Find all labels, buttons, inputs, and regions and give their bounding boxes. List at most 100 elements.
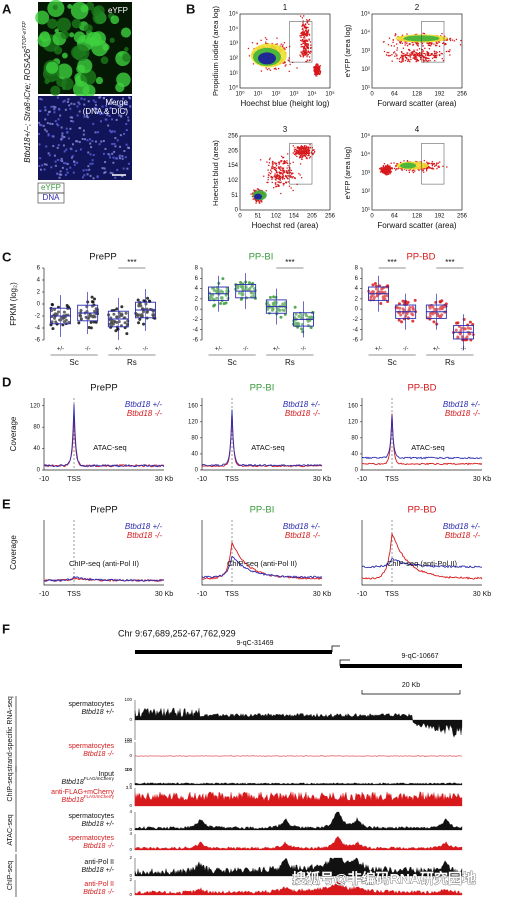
data-dot	[272, 302, 276, 306]
y-tick-label: 160	[348, 403, 359, 409]
event-dot	[256, 188, 259, 190]
event-dot	[437, 162, 439, 164]
event-dot	[282, 167, 285, 169]
image-texture	[45, 61, 59, 74]
event-dot	[260, 39, 262, 41]
event-dot	[430, 43, 433, 45]
y-tick-label: 10⁵	[361, 11, 371, 18]
event-dot	[308, 153, 310, 155]
event-dot	[426, 161, 428, 163]
image-texture	[86, 173, 89, 176]
event-dot	[278, 163, 280, 165]
event-dot	[258, 189, 260, 191]
event-dot	[410, 58, 412, 61]
event-dot	[307, 40, 309, 42]
event-dot	[283, 48, 285, 50]
event-dot	[282, 163, 284, 165]
event-dot	[426, 57, 428, 60]
y-tick-label: -6	[193, 338, 199, 344]
event-dot	[295, 148, 297, 151]
event-dot	[304, 45, 307, 47]
event-dot	[311, 147, 313, 149]
event-dot	[385, 54, 388, 56]
event-dot	[273, 187, 275, 189]
image-texture	[38, 109, 41, 112]
plot-title: PP-BD	[407, 383, 436, 394]
data-dot	[211, 293, 215, 297]
event-dot	[314, 150, 316, 153]
y-tick-label: 154	[228, 163, 239, 169]
event-dot	[281, 178, 284, 180]
image-texture	[121, 155, 124, 158]
event-dot	[404, 55, 406, 57]
data-dot	[371, 290, 375, 294]
event-dot	[380, 169, 382, 171]
event-dot	[315, 67, 317, 69]
track-label: spermatocytes Btbd18 +/-	[68, 813, 114, 828]
event-dot	[304, 54, 307, 56]
event-dot	[426, 53, 428, 55]
image-texture	[56, 158, 59, 161]
event-dot	[305, 52, 307, 54]
image-texture	[96, 111, 99, 114]
image-texture	[47, 152, 50, 155]
event-dot	[406, 41, 408, 43]
image-texture	[80, 97, 83, 100]
data-dot	[381, 295, 385, 299]
event-dot	[428, 54, 430, 57]
data-dot	[401, 299, 405, 303]
event-dot	[447, 50, 450, 52]
event-dot	[312, 149, 314, 151]
event-dot	[302, 20, 304, 22]
event-dot	[297, 146, 300, 148]
event-dot	[307, 50, 310, 52]
data-dot	[115, 307, 119, 311]
data-dot	[142, 322, 146, 326]
y-axis-label: eYFP (area log)	[343, 146, 352, 199]
y-tick-label: 0	[355, 307, 359, 313]
image-texture	[120, 115, 123, 118]
event-dot	[412, 169, 414, 172]
event-dot	[305, 146, 308, 148]
event-dot	[304, 24, 307, 26]
assay-label: ATAC-seq	[411, 443, 444, 452]
track-label-line: Btbd18 -/-	[83, 751, 114, 758]
data-dot	[62, 310, 66, 314]
image-texture	[50, 85, 61, 96]
track-tick-label: 0	[129, 892, 132, 897]
data-dot	[140, 313, 144, 317]
event-dot	[273, 167, 275, 169]
y-tick-label: 0	[355, 468, 359, 474]
data-dot	[463, 327, 467, 331]
plot-number: 2	[415, 3, 420, 12]
event-dot	[306, 43, 308, 45]
event-dot	[406, 52, 409, 54]
legend-label: eYFP	[41, 183, 61, 192]
event-dot	[274, 173, 276, 175]
image-texture	[67, 98, 70, 101]
image-texture	[77, 58, 93, 74]
event-dot	[268, 67, 270, 70]
y-tick-label: 10⁴	[361, 151, 371, 158]
event-dot	[294, 151, 296, 153]
image-texture	[58, 108, 61, 111]
data-dot	[67, 320, 71, 324]
image-texture	[101, 167, 104, 170]
y-tick-label: 256	[228, 134, 239, 140]
image-texture	[73, 103, 76, 106]
x-tick-label: TSS	[225, 476, 239, 483]
event-dot	[418, 169, 420, 172]
data-dot	[93, 297, 97, 301]
event-dot	[303, 30, 305, 33]
data-dot	[267, 303, 271, 307]
event-dot	[449, 39, 452, 42]
event-dot	[301, 52, 303, 54]
event-dot	[308, 51, 310, 53]
event-dot	[274, 169, 277, 172]
cell-type-label: Sc	[387, 358, 396, 367]
event-dot	[436, 42, 439, 45]
image-texture	[98, 143, 101, 146]
data-dot	[213, 303, 217, 307]
event-dot	[389, 169, 391, 171]
event-dot	[393, 162, 395, 164]
